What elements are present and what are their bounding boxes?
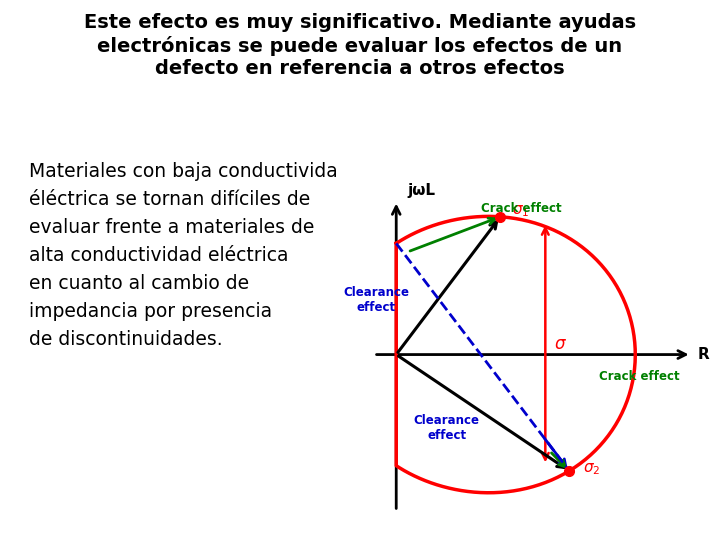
Text: $\sigma_2$: $\sigma_2$	[583, 461, 600, 477]
Text: Este efecto es muy significativo. Mediante ayudas
electrónicas se puede evaluar : Este efecto es muy significativo. Median…	[84, 14, 636, 78]
Text: $\sigma_1$: $\sigma_1$	[512, 203, 529, 219]
Text: Clearance
effect: Clearance effect	[414, 414, 480, 442]
Text: Crack effect: Crack effect	[481, 202, 561, 215]
Text: Crack effect: Crack effect	[599, 370, 680, 383]
Text: Materiales con baja conductivida
éléctrica se tornan difíciles de
evaluar frente: Materiales con baja conductivida éléctri…	[29, 162, 338, 349]
Text: R: R	[697, 347, 709, 362]
Text: jωL: jωL	[408, 183, 436, 198]
Text: Clearance
effect: Clearance effect	[343, 286, 410, 314]
Text: $\sigma$: $\sigma$	[554, 335, 567, 353]
